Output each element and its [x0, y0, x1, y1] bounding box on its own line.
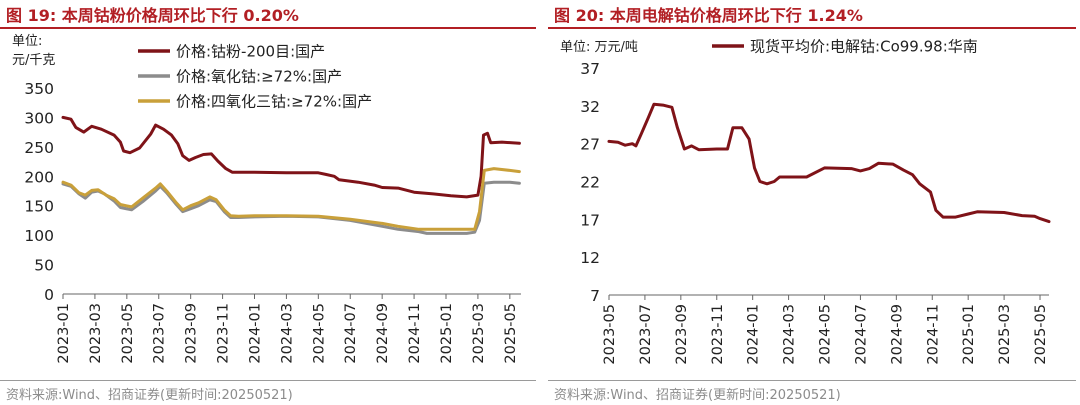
source-divider — [548, 380, 1076, 381]
x-tick-label: 2025-03 — [471, 303, 487, 364]
x-tick-label: 2023-09 — [674, 304, 690, 365]
cobalt-powder-price-chart: 单位: 元/千克 0 50 100 150 200 250 300 350 2023-01 2023-… — [0, 0, 540, 380]
figure-20-panel: 图 20: 本周电解钴价格周环比下行 1.24% 单位: 万元/吨 7 12 17 22… — [548, 0, 1080, 405]
y-tick-label: 200 — [24, 168, 54, 186]
x-tick-label: 2023-07 — [152, 303, 168, 364]
series-line-1 — [609, 104, 1049, 221]
x-tick-label: 2025-03 — [997, 304, 1013, 365]
y-tick-label: 350 — [24, 80, 54, 98]
x-tick-label: 2025-01 — [439, 303, 455, 364]
x-tick-label: 2024-01 — [247, 303, 263, 364]
y-tick-label: 37 — [580, 60, 600, 78]
unit-label: 元/千克 — [12, 53, 55, 68]
source-divider — [0, 380, 536, 381]
x-tick-label: 2023-11 — [216, 303, 232, 364]
x-tick-label: 2024-07 — [853, 304, 869, 365]
y-tick-label: 32 — [580, 98, 600, 116]
x-tick-label: 2023-09 — [184, 303, 200, 364]
y-tick-label: 22 — [580, 174, 600, 192]
figure-19-panel: 图 19: 本周钴粉价格周环比下行 0.20% 单位: 元/千克 0 50 100 150… — [0, 0, 540, 405]
unit-label: 单位: 万元/吨 — [560, 40, 638, 55]
y-tick-label: 150 — [24, 198, 54, 216]
x-tick-label: 2023-05 — [120, 303, 136, 364]
x-tick-label: 2025-05 — [503, 303, 519, 364]
x-tick-label: 2023-07 — [638, 304, 654, 365]
x-tick-label: 2024-03 — [279, 303, 295, 364]
source-note: 资料来源:Wind、招商证券(更新时间:20250521) — [6, 384, 293, 403]
legend-label: 价格:钴粉-200目:国产 — [176, 43, 325, 61]
y-tick-label: 7 — [590, 287, 600, 305]
y-tick-label: 300 — [24, 109, 54, 127]
legend-label: 价格:氧化钴:≥72%:国产 — [176, 68, 342, 86]
x-tick-label: 2024-09 — [375, 303, 391, 364]
source-note: 资料来源:Wind、招商证券(更新时间:20250521) — [554, 384, 841, 403]
x-tick-label: 2023-03 — [88, 303, 104, 364]
x-tick-label: 2023-01 — [56, 303, 72, 364]
series-line-1 — [63, 117, 519, 196]
y-tick-label: 27 — [580, 136, 600, 154]
series-line-3 — [63, 169, 519, 230]
x-tick-label: 2024-11 — [407, 303, 423, 364]
y-tick-label: 100 — [24, 227, 54, 245]
x-tick-label: 2024-05 — [311, 303, 327, 364]
y-tick-label: 0 — [44, 286, 54, 304]
x-tick-label: 2024-07 — [343, 303, 359, 364]
unit-label: 单位: — [12, 34, 42, 49]
electrolytic-cobalt-price-chart: 单位: 万元/吨 7 12 17 22 27 32 37 2023-05 2023-07 2023-… — [548, 0, 1080, 380]
legend-label: 价格:四氧化三钴:≥72%:国产 — [176, 93, 372, 111]
x-tick-label: 2023-05 — [602, 304, 618, 365]
x-tick-label: 2024-03 — [782, 304, 798, 365]
y-tick-label: 12 — [580, 249, 600, 267]
x-tick-label: 2024-11 — [925, 304, 941, 365]
y-tick-label: 17 — [580, 211, 600, 229]
x-tick-label: 2024-09 — [889, 304, 905, 365]
x-tick-label: 2024-01 — [746, 304, 762, 365]
legend-label: 现货平均价:电解钴:Co99.98:华南 — [750, 38, 978, 56]
y-tick-label: 50 — [34, 257, 54, 275]
x-tick-label: 2024-05 — [818, 304, 834, 365]
x-tick-label: 2023-11 — [710, 304, 726, 365]
x-tick-label: 2025-01 — [961, 304, 977, 365]
y-tick-label: 250 — [24, 139, 54, 157]
x-tick-label: 2025-05 — [1033, 304, 1049, 365]
